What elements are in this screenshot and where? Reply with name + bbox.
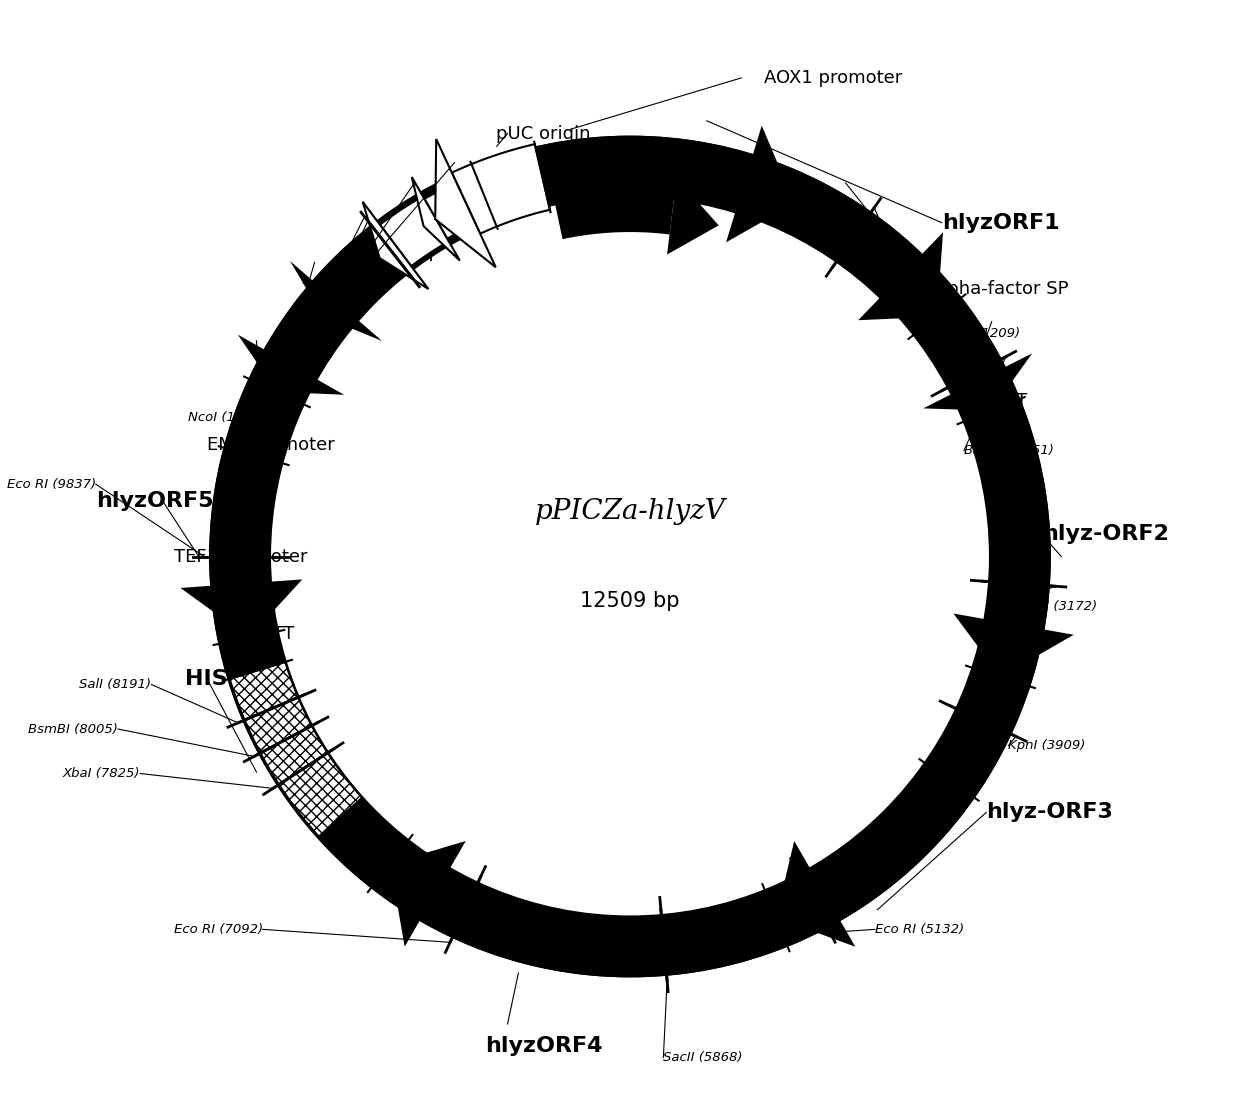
Polygon shape bbox=[391, 841, 466, 947]
Text: hlyz-ORF2: hlyz-ORF2 bbox=[1042, 524, 1168, 544]
Text: pUC origin: pUC origin bbox=[496, 125, 591, 142]
Text: EM7 promoter: EM7 promoter bbox=[207, 436, 335, 454]
Polygon shape bbox=[776, 841, 856, 947]
Polygon shape bbox=[924, 353, 1032, 411]
Polygon shape bbox=[314, 245, 389, 321]
Circle shape bbox=[272, 198, 990, 915]
Polygon shape bbox=[229, 662, 362, 837]
Polygon shape bbox=[412, 177, 460, 260]
Circle shape bbox=[272, 198, 990, 915]
Text: CYC1 TT: CYC1 TT bbox=[363, 247, 436, 265]
Text: hlyzORF4: hlyzORF4 bbox=[485, 1036, 603, 1056]
Text: hlyz-ORF3: hlyz-ORF3 bbox=[986, 802, 1114, 823]
Polygon shape bbox=[265, 287, 353, 380]
Polygon shape bbox=[420, 868, 666, 975]
Text: BsmBI (8005): BsmBI (8005) bbox=[29, 722, 118, 736]
Text: 12509 bp: 12509 bp bbox=[580, 591, 680, 611]
Polygon shape bbox=[238, 335, 343, 395]
Text: NcoI (11078): NcoI (11078) bbox=[188, 411, 274, 424]
Polygon shape bbox=[810, 764, 973, 919]
Polygon shape bbox=[858, 233, 942, 321]
Polygon shape bbox=[435, 139, 496, 267]
Text: KpnI (3909): KpnI (3909) bbox=[1008, 739, 1086, 752]
Polygon shape bbox=[782, 177, 921, 297]
Text: hlyzORF5: hlyzORF5 bbox=[95, 491, 213, 511]
Polygon shape bbox=[556, 196, 675, 239]
Polygon shape bbox=[914, 298, 1003, 394]
Polygon shape bbox=[954, 613, 1074, 677]
Polygon shape bbox=[290, 260, 382, 341]
Circle shape bbox=[210, 137, 1050, 977]
Text: SacII (5868): SacII (5868) bbox=[663, 1051, 743, 1064]
Polygon shape bbox=[474, 149, 549, 223]
Text: AOX1 promoter: AOX1 promoter bbox=[764, 69, 901, 87]
Text: Eco RI (3172): Eco RI (3172) bbox=[1008, 600, 1097, 613]
Text: hlyz-TT: hlyz-TT bbox=[963, 392, 1027, 410]
Polygon shape bbox=[379, 197, 448, 266]
Text: Eco RI (5132): Eco RI (5132) bbox=[875, 923, 963, 936]
Polygon shape bbox=[667, 178, 719, 255]
Text: Eco RI (1209): Eco RI (1209) bbox=[930, 327, 1019, 341]
Polygon shape bbox=[210, 137, 1050, 976]
Text: Zeo(R): Zeo(R) bbox=[263, 347, 324, 365]
Text: alpha-factor SP: alpha-factor SP bbox=[930, 280, 1068, 298]
Polygon shape bbox=[424, 183, 475, 238]
Text: HIS: HIS bbox=[185, 669, 227, 689]
Text: BsmBI (1951): BsmBI (1951) bbox=[963, 444, 1054, 457]
Polygon shape bbox=[211, 449, 281, 585]
Text: AOX1 TT: AOX1 TT bbox=[218, 626, 295, 643]
Polygon shape bbox=[536, 138, 753, 211]
Polygon shape bbox=[181, 580, 303, 638]
Polygon shape bbox=[978, 449, 1049, 629]
Text: hlyzORF1: hlyzORF1 bbox=[941, 213, 1059, 233]
Text: Eco RI (7092): Eco RI (7092) bbox=[174, 923, 263, 936]
Polygon shape bbox=[451, 144, 549, 234]
Text: TEF1 promoter: TEF1 promoter bbox=[174, 548, 308, 565]
Polygon shape bbox=[362, 201, 429, 289]
Text: XbaI (7825): XbaI (7825) bbox=[63, 767, 140, 780]
Text: pPICZa-hlyzV: pPICZa-hlyzV bbox=[534, 499, 725, 525]
Text: Eco RI (9837): Eco RI (9837) bbox=[6, 477, 95, 491]
Text: SalI (8191): SalI (8191) bbox=[79, 678, 151, 691]
Polygon shape bbox=[727, 126, 795, 243]
